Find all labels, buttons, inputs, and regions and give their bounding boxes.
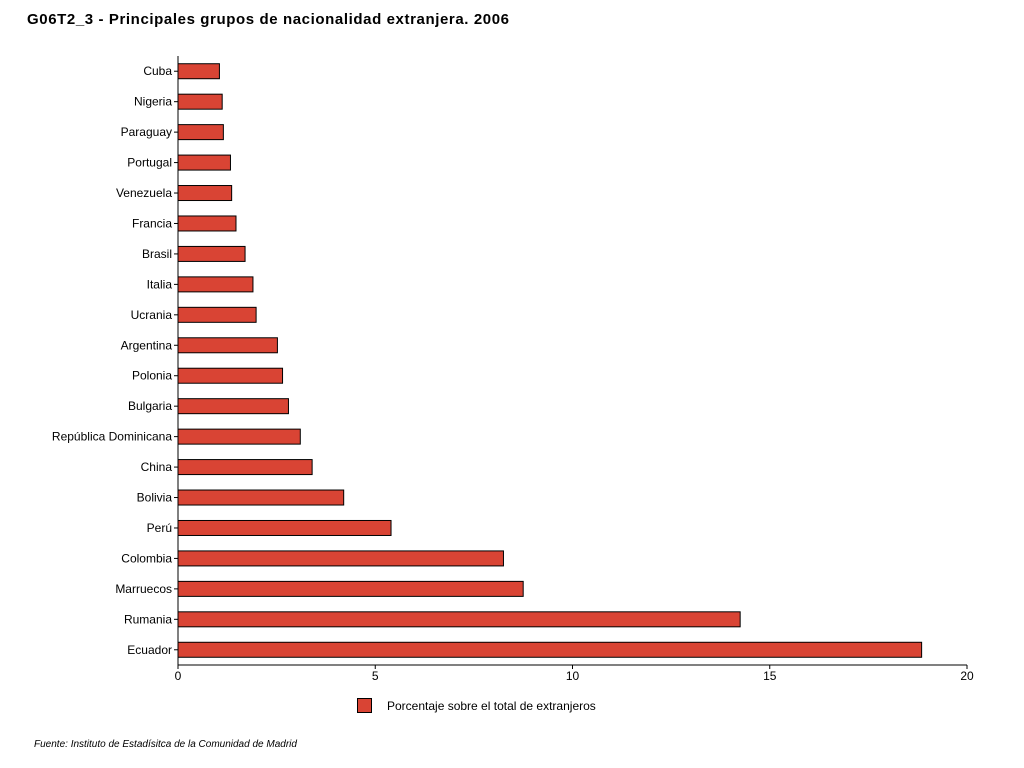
x-tick-label: 5 (372, 669, 379, 683)
bar-rep-blica-dominicana (177, 428, 301, 445)
tick-labels-layer: 0 5 10 15 20 (175, 669, 974, 683)
category-label: Ecuador (127, 643, 172, 657)
legend: Porcentaje sobre el total de extranjeros (357, 698, 596, 713)
category-label: Bolivia (137, 491, 173, 505)
bar-colombia (177, 550, 504, 567)
category-label: Italia (147, 277, 173, 291)
x-tick-label: 15 (763, 669, 777, 683)
category-label: Portugal (127, 156, 172, 170)
bar-ecuador (177, 641, 923, 658)
bar-nigeria (177, 93, 223, 110)
bar-polonia (177, 367, 284, 384)
category-label: Cuba (143, 64, 172, 78)
x-tick-label: 0 (175, 669, 182, 683)
category-label: Perú (147, 521, 172, 535)
category-label: Rumania (124, 612, 172, 626)
category-label: Marruecos (115, 582, 172, 596)
bar-paraguay (177, 124, 224, 141)
x-tick-label: 20 (960, 669, 974, 683)
category-label: Brasil (142, 247, 172, 261)
bars-layer (177, 63, 923, 658)
bar-per- (177, 519, 392, 536)
source-note: Fuente: Instituto de Estadísitca de la C… (34, 739, 297, 750)
legend-swatch (357, 698, 372, 713)
category-label: Paraguay (121, 125, 172, 139)
category-label: Argentina (121, 338, 173, 352)
legend-label: Porcentaje sobre el total de extranjeros (387, 698, 596, 713)
bar-bolivia (177, 489, 345, 506)
bar-francia (177, 215, 237, 232)
bar-china (177, 459, 313, 476)
bar-marruecos (177, 580, 524, 597)
category-label: Colombia (121, 551, 172, 565)
x-tick-label: 10 (566, 669, 580, 683)
bar-rumania (177, 611, 741, 628)
category-label: China (141, 460, 173, 474)
chart-title: G06T2_3 - Principales grupos de nacional… (27, 11, 510, 28)
category-label: República Dominicana (52, 430, 172, 444)
category-label: Francia (132, 216, 172, 230)
category-label: Venezuela (116, 186, 172, 200)
category-labels-layer: Cuba Nigeria Paraguay Portugal Venezuela Fran… (52, 64, 172, 657)
bar-venezuela (177, 185, 233, 202)
bar-argentina (177, 337, 278, 354)
bar-portugal (177, 154, 231, 171)
axis-layer (174, 56, 968, 669)
bar-brasil (177, 245, 246, 262)
bar-ucrania (177, 306, 257, 323)
category-label: Nigeria (134, 95, 172, 109)
bar-cuba (177, 63, 220, 80)
category-label: Polonia (132, 369, 172, 383)
bar-italia (177, 276, 254, 293)
category-label: Bulgaria (128, 399, 172, 413)
category-label: Ucrania (131, 308, 173, 322)
bar-bulgaria (177, 398, 289, 415)
